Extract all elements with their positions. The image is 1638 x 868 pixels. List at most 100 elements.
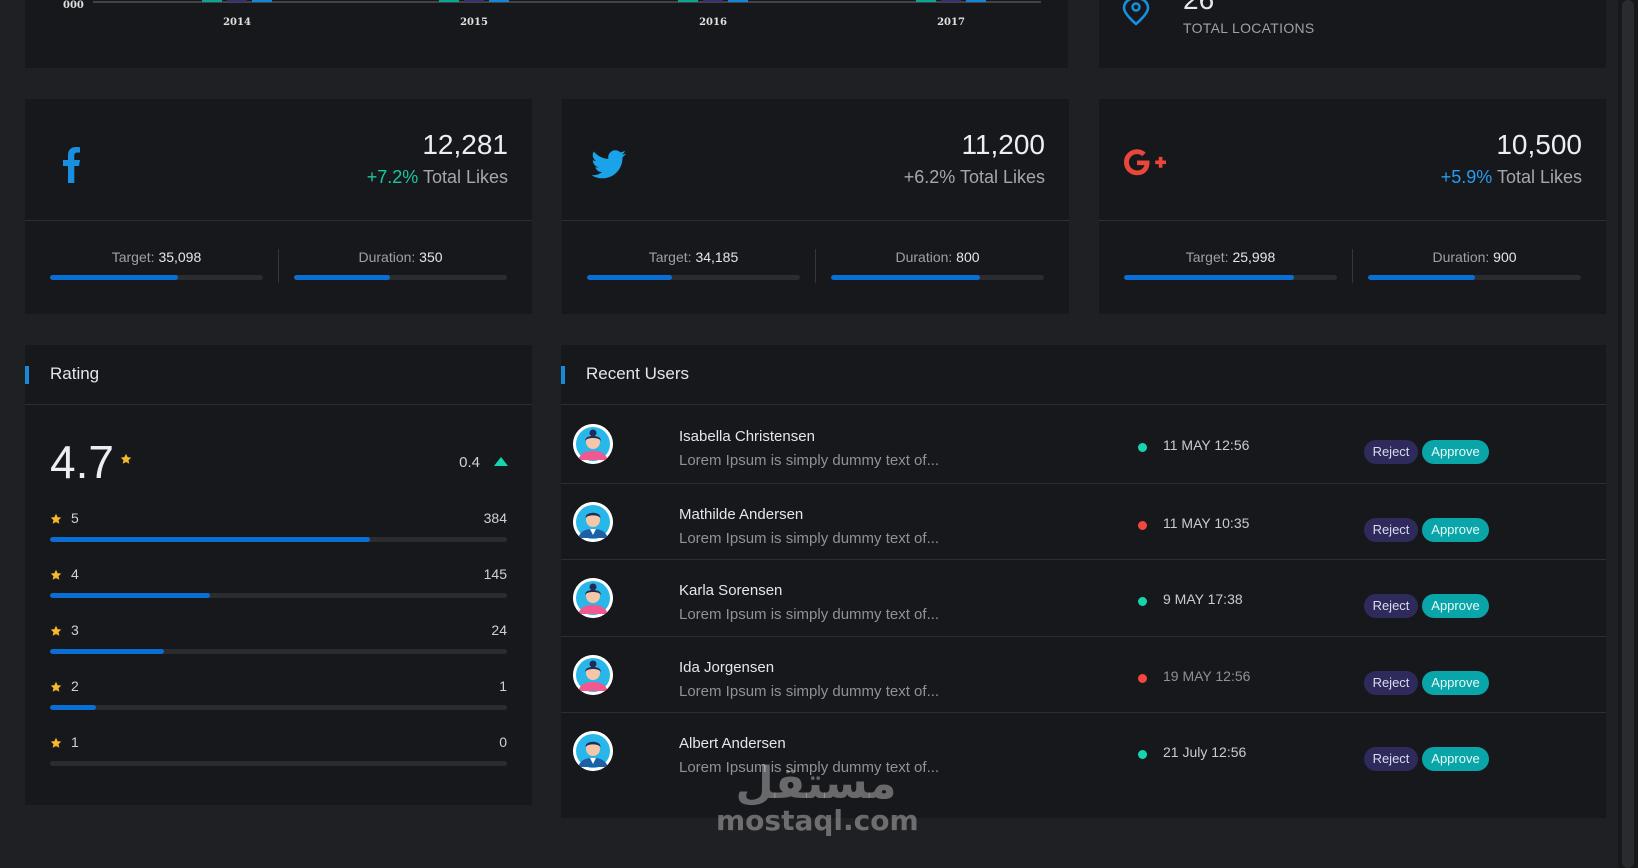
duration-progress-fill [294, 275, 390, 280]
x-tick-label: 2015 [460, 17, 488, 28]
card-divider [562, 220, 1069, 221]
user-name: Isabella Christensen [679, 428, 815, 445]
twitter-change: +6.2% [903, 167, 956, 187]
rating-progress-fill [50, 537, 370, 542]
rating-title: Rating [50, 364, 100, 383]
approve-button[interactable]: Approve [1422, 517, 1489, 542]
rating-row: 3 24 [50, 622, 507, 662]
chart-bar-2014-2 [227, 0, 247, 2]
chart-bar-2017-1 [916, 0, 936, 2]
rating-progress-fill [50, 649, 165, 654]
rating-delta: 0.4 [459, 454, 480, 471]
user-timestamp: 9 MAY 17:38 [1163, 591, 1243, 607]
scrollbar-thumb[interactable] [1622, 0, 1634, 868]
avatar [573, 731, 613, 771]
avatar [573, 501, 613, 542]
rating-progress-track [50, 761, 507, 766]
x-tick-label: 2016 [699, 17, 727, 28]
user-description: Lorem Ipsum is simply dummy text of... [679, 452, 940, 469]
facebook-suffix: Total Likes [422, 167, 508, 187]
reject-button[interactable]: Reject [1364, 440, 1418, 464]
duration-progress-track [1368, 275, 1581, 280]
rating-stars-label: 2 [71, 678, 79, 694]
approve-button[interactable]: Approve [1422, 670, 1489, 695]
chart-bar-2014-1 [202, 0, 222, 2]
facebook-change: +7.2% [366, 167, 419, 187]
chart-bar-2015-3 [489, 0, 509, 2]
twitter-target: Target: 34,185 [587, 249, 800, 280]
users-header: Recent Users [561, 345, 1606, 405]
rating-count: 384 [483, 510, 507, 526]
status-dot [1138, 673, 1147, 683]
star-icon [50, 569, 62, 580]
bar-chart: 000 2014 2015 2016 2017 [63, 0, 1041, 28]
facebook-likes-sub: +7.2% Total Likes [367, 167, 508, 188]
duration-label: Duration: [358, 249, 416, 265]
target-progress-track [50, 275, 263, 280]
star-icon [50, 513, 62, 524]
status-dot [1138, 520, 1147, 530]
facebook-likes-value: 12,281 [422, 129, 508, 160]
target-progress-fill [50, 275, 178, 280]
user-timestamp: 21 July 12:56 [1163, 744, 1247, 760]
reject-button[interactable]: Reject [1364, 670, 1418, 695]
twitter-likes-sub: +6.2% Total Likes [904, 167, 1045, 188]
map-pin-icon [1122, 0, 1150, 26]
user-row: Mathilde Andersen Lorem Ipsum is simply d… [561, 482, 1606, 559]
chart-bar-2015-2 [464, 0, 484, 2]
target-value: 35,098 [158, 249, 202, 265]
chart-bar-2015-1 [439, 0, 459, 2]
user-row: Karla Sorensen Lorem Ipsum is simply dumm… [561, 559, 1606, 635]
chart-bar-2017-2 [941, 0, 961, 2]
google-plus-duration: Duration: 900 [1368, 249, 1581, 280]
rating-stars-label: 4 [71, 566, 79, 582]
approve-button[interactable]: Approve [1422, 594, 1489, 618]
duration-value: 800 [956, 249, 980, 265]
star-icon [50, 737, 62, 748]
google-plus-suffix: Total Likes [1496, 167, 1582, 187]
rating-progress-fill [50, 705, 96, 710]
reject-button[interactable]: Reject [1364, 594, 1418, 618]
avatar [573, 654, 613, 695]
user-description: Lorem Ipsum is simply dummy text of... [679, 759, 940, 776]
chart-bar-2016-1 [678, 0, 698, 2]
watermark: مستقل mostaql.com [716, 758, 919, 838]
status-dot [1138, 443, 1147, 452]
user-timestamp: 11 MAY 12:56 [1163, 437, 1250, 453]
facebook-duration: Duration: 350 [294, 249, 507, 280]
target-label: Target: [1185, 249, 1229, 265]
google-plus-change: +5.9% [1440, 167, 1493, 187]
rating-progress-track [50, 593, 507, 598]
rating-count: 24 [491, 622, 507, 638]
x-tick-label: 2017 [937, 17, 965, 28]
duration-progress-fill [831, 275, 981, 280]
rating-stars-label: 3 [71, 622, 79, 638]
locations-label: TOTAL LOCATIONS [1183, 20, 1315, 36]
watermark-arabic: مستقل [735, 758, 897, 809]
reject-button[interactable]: Reject [1364, 517, 1418, 542]
reject-button[interactable]: Reject [1364, 747, 1418, 771]
arrow-up-icon [494, 457, 508, 466]
user-name: Mathilde Andersen [679, 505, 804, 523]
twitter-stats-card: 11,200 +6.2% Total Likes Target: 34,185 … [562, 99, 1069, 314]
facebook-stats-card: 12,281 +7.2% Total Likes Target: 35,098 … [25, 99, 532, 314]
approve-button[interactable]: Approve [1422, 440, 1489, 464]
facebook-target: Target: 35,098 [50, 249, 263, 280]
rating-progress-track [50, 537, 507, 542]
status-dot [1138, 750, 1147, 759]
rating-score: 4.7 [50, 436, 114, 488]
rating-row: 4 145 [50, 566, 507, 606]
card-divider [1099, 220, 1606, 221]
header-accent [25, 366, 29, 384]
target-progress-track [587, 275, 800, 280]
user-description: Lorem Ipsum is simply dummy text of... [679, 606, 940, 623]
approve-button[interactable]: Approve [1422, 747, 1489, 771]
twitter-duration: Duration: 800 [831, 249, 1044, 280]
rating-stars-label: 5 [71, 510, 79, 526]
rating-count: 1 [499, 678, 507, 694]
card-divider [25, 220, 532, 221]
rating-header: Rating [25, 345, 532, 405]
star-icon [120, 453, 132, 464]
